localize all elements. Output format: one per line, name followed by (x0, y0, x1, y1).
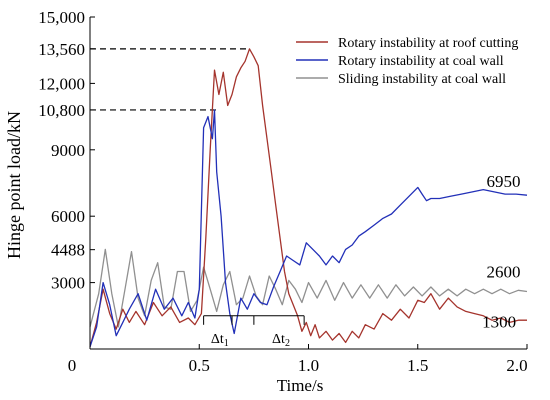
interval-label-1: Δt2 (272, 332, 290, 349)
end-label-2: 1300 (482, 312, 516, 331)
x-tick-label-0: 0 (68, 356, 77, 375)
y-tick-label-5: 12,000 (38, 74, 85, 93)
x-axis-label: Time/s (277, 376, 324, 395)
legend: Rotary instability at roof cutting Rotary… (296, 36, 518, 87)
interval-markers: Δt1 Δt2 (203, 315, 305, 349)
y-tick-label-1: 4488 (51, 241, 85, 260)
series-line-1 (89, 109, 528, 348)
y-tick-label-2: 6000 (51, 207, 85, 226)
y-tick-label-4: 10,800 (38, 101, 85, 120)
legend-label-0: Rotary instability at roof cutting (338, 36, 518, 51)
y-axis-label: Hinge point load/kN (4, 111, 24, 259)
end-label-0: 6950 (486, 172, 520, 191)
end-labels: 6950 2600 1300 (482, 172, 520, 332)
x-tick-label-1: 0.5 (189, 356, 210, 375)
y-tick-label-7: 15,000 (38, 8, 85, 27)
x-tick-label-4: 2.0 (506, 356, 527, 375)
y-tick-label-0: 3000 (51, 274, 85, 293)
y-ticks: 3000 4488 6000 9000 10,800 12,000 13,560 15,000 (38, 8, 95, 293)
reference-lines (90, 48, 250, 111)
x-ticks: 0 0.5 1.0 1.5 2.0 (68, 344, 528, 375)
x-tick-label-2: 1.0 (298, 356, 319, 375)
series-line-0 (89, 48, 527, 347)
series-layer (89, 48, 528, 348)
legend-label-2: Sliding instability at coal wall (338, 72, 506, 87)
y-tick-label-6: 13,560 (38, 40, 85, 59)
interval-label-0: Δt1 (211, 332, 229, 349)
end-label-1: 2600 (486, 263, 520, 282)
series-line-2 (89, 248, 528, 328)
x-tick-label-3: 1.5 (407, 356, 428, 375)
legend-label-1: Rotary instability at coal wall (338, 54, 504, 69)
y-tick-label-3: 9000 (51, 141, 85, 160)
